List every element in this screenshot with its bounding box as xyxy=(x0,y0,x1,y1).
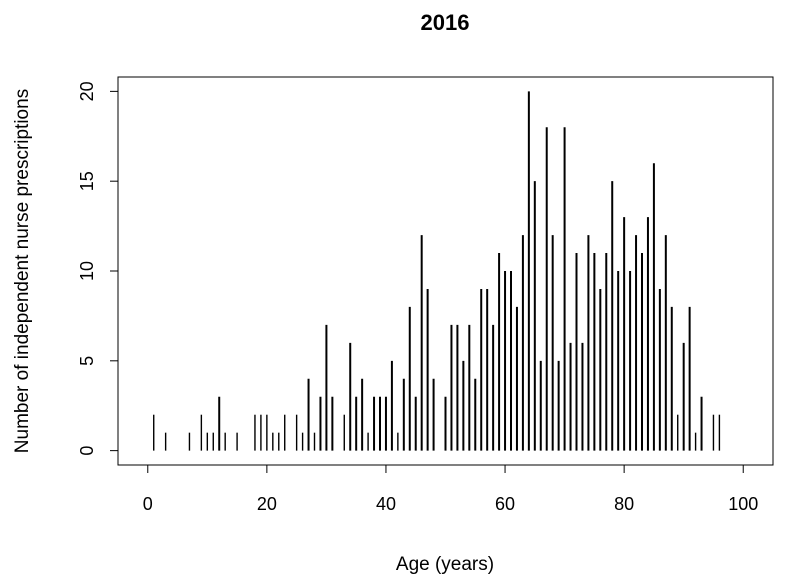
spike-series xyxy=(153,91,721,451)
x-tick-label: 20 xyxy=(257,494,277,514)
chart-title: 2016 xyxy=(421,10,470,35)
x-axis: 0 20 40 60 80 100 xyxy=(143,464,758,514)
x-tick-label: 0 xyxy=(143,494,153,514)
y-tick-label: 5 xyxy=(77,356,97,366)
y-tick-label: 15 xyxy=(77,171,97,191)
x-tick-label: 80 xyxy=(614,494,634,514)
x-axis-label: Age (years) xyxy=(396,554,494,575)
x-tick-label: 60 xyxy=(495,494,515,514)
y-tick-label: 0 xyxy=(77,446,97,456)
y-tick-label: 10 xyxy=(77,261,97,281)
y-axis: 0 5 10 15 20 xyxy=(77,81,119,456)
x-tick-label: 100 xyxy=(728,494,758,514)
y-tick-label: 20 xyxy=(77,81,97,101)
x-tick-label: 40 xyxy=(376,494,396,514)
y-axis-label: Number of independent nurse prescription… xyxy=(12,89,33,453)
